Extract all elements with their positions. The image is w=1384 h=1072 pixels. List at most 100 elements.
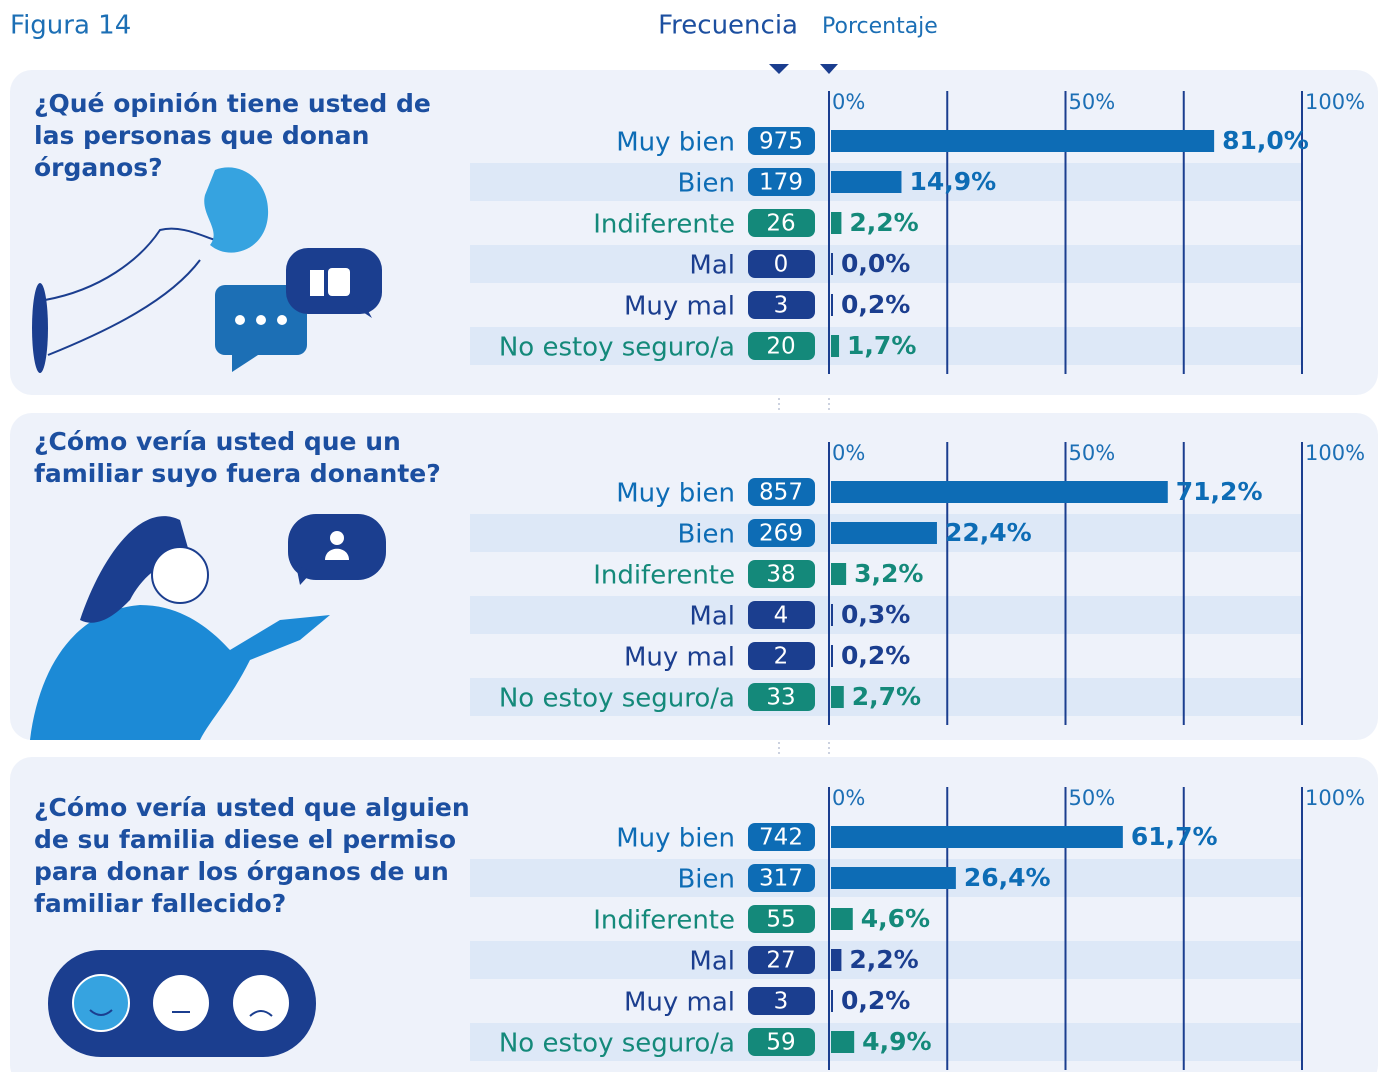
category-label: Muy bien (616, 128, 735, 158)
value-label: 81,0% (1222, 126, 1309, 155)
category-label: Indiferente (593, 906, 735, 936)
bar (831, 171, 902, 193)
x-tick-label: 50% (1069, 441, 1116, 465)
frequency-badge (748, 519, 815, 547)
value-label: 1,7% (847, 331, 916, 360)
frequency-badge (748, 987, 815, 1015)
category-label: Indiferente (593, 561, 735, 591)
frequency-badge (748, 291, 815, 319)
frequency: 27 (766, 948, 795, 974)
category-label: Muy bien (616, 824, 735, 854)
value-label: 22,4% (945, 518, 1032, 547)
figure-label: Figura 14 (10, 11, 131, 41)
category-label: Mal (689, 251, 735, 281)
row-band (470, 327, 1302, 365)
frequency: 20 (766, 334, 795, 360)
bar (831, 867, 956, 889)
row-band (470, 678, 1302, 716)
frequency-badge (748, 250, 815, 278)
frequency: 2 (774, 644, 789, 670)
value-label: 61,7% (1131, 822, 1218, 851)
value-label: 2,2% (849, 945, 918, 974)
value-label: 0,2% (841, 986, 910, 1015)
frequency-badge (748, 1028, 815, 1056)
x-tick-label: 100% (1305, 786, 1365, 810)
category-label: Muy bien (616, 479, 735, 509)
question: ¿Qué opinión tiene usted de las personas… (34, 89, 431, 182)
frequency-badge (748, 823, 815, 851)
value-label: 14,9% (909, 167, 996, 196)
bar (831, 990, 833, 1012)
frequency-badge (748, 127, 815, 155)
illustration (30, 167, 386, 1057)
value-label: 4,9% (862, 1027, 931, 1056)
category-label: No estoy seguro/a (499, 333, 735, 363)
x-tick-label: 100% (1305, 441, 1365, 465)
category-label: No estoy seguro/a (499, 684, 735, 714)
bar (831, 130, 1215, 152)
value-label: 0,2% (841, 290, 910, 319)
frequency: 0 (774, 252, 789, 278)
frequency: 4 (774, 603, 789, 629)
category-label: Muy mal (624, 988, 735, 1018)
frequency: 3 (774, 293, 789, 319)
bar (831, 481, 1168, 503)
frequency-badge (748, 946, 815, 974)
arrow (769, 64, 789, 74)
category-label: No estoy seguro/a (499, 1029, 735, 1059)
bar (831, 686, 844, 708)
question: ¿Cómo vería usted que alguien de su fami… (34, 793, 470, 918)
bar (831, 335, 840, 357)
bar (831, 826, 1123, 848)
frequency-badge (748, 864, 815, 892)
category-label: Bien (677, 169, 735, 199)
frequency-badge (748, 209, 815, 237)
value-label: 26,4% (964, 863, 1051, 892)
frequency: 59 (766, 1030, 795, 1056)
frequency-badge (748, 642, 815, 670)
category-label: Mal (689, 602, 735, 632)
bar (831, 294, 833, 316)
value-label: 3,2% (854, 559, 923, 588)
x-tick-label: 0% (832, 786, 865, 810)
bar (831, 212, 842, 234)
bar (831, 563, 847, 585)
value-label: 0,3% (841, 600, 910, 629)
frequency-badge (748, 905, 815, 933)
frequency: 857 (759, 480, 803, 506)
frequency: 742 (759, 825, 803, 851)
row-band (470, 1023, 1302, 1061)
percent-header: Porcentaje (822, 14, 938, 39)
value-label: 71,2% (1176, 477, 1263, 506)
frequency-badge (748, 601, 815, 629)
category-label: Bien (677, 520, 735, 550)
x-tick-label: 50% (1069, 90, 1116, 114)
frequency: 269 (759, 521, 803, 547)
frequency-badge (748, 683, 815, 711)
row-band (470, 941, 1302, 979)
category-label: Muy mal (624, 292, 735, 322)
frequency: 3 (774, 989, 789, 1015)
frequency: 179 (759, 170, 803, 196)
value-label: 2,2% (849, 208, 918, 237)
category-label: Mal (689, 947, 735, 977)
bar (831, 949, 842, 971)
bar (831, 1031, 855, 1053)
bar (831, 604, 833, 626)
frequency: 975 (759, 129, 803, 155)
bar (831, 253, 833, 275)
frequency-badge (748, 332, 815, 360)
value-label: 0,0% (841, 249, 910, 278)
bar (831, 645, 833, 667)
frequency: 26 (766, 211, 795, 237)
bar (831, 908, 853, 930)
frequency-badge (748, 168, 815, 196)
value-label: 2,7% (852, 682, 921, 711)
category-label: Indiferente (593, 210, 735, 240)
frequency: 55 (766, 907, 795, 933)
frequency: 38 (766, 562, 795, 588)
value-label: 0,2% (841, 641, 910, 670)
frequency-badge (748, 478, 815, 506)
frequency: 317 (759, 866, 803, 892)
